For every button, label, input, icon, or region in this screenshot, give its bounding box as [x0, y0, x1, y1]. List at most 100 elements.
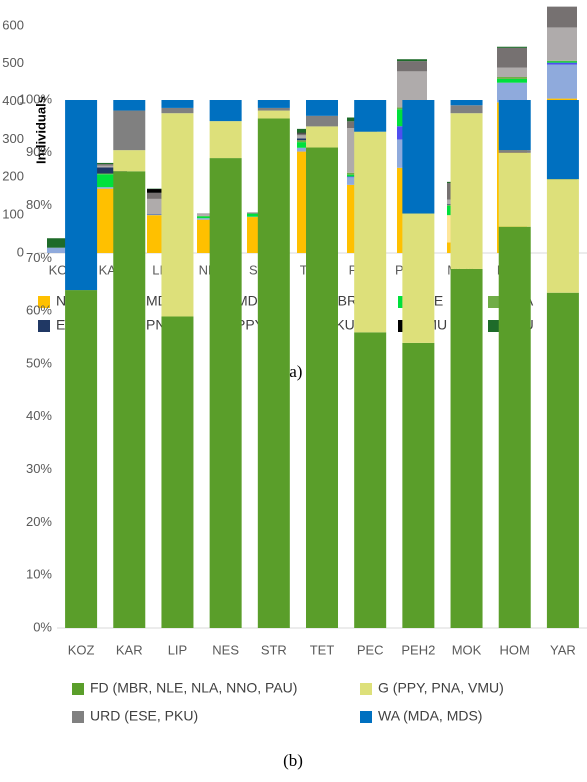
bar-segment: [402, 213, 435, 343]
bar-segment: [498, 152, 531, 227]
x-tick-label: PEH2: [401, 642, 435, 657]
y-tick-label: 400: [2, 93, 24, 108]
y-tick-label: 60%: [26, 303, 52, 318]
bar-segment: [113, 110, 146, 151]
bar-segment: [498, 100, 531, 151]
bar-segment: [402, 100, 435, 214]
bar-segment: [450, 268, 483, 628]
bar-segment: [397, 61, 427, 72]
bar-segment: [113, 100, 146, 111]
bar-segment: [161, 316, 194, 628]
legend-label: G (PPY, PNA, VMU): [378, 680, 504, 696]
y-tick-label: 10%: [26, 567, 52, 582]
bar-segment: [209, 100, 242, 122]
legend-swatch: [360, 683, 372, 695]
legend-swatch: [488, 320, 500, 332]
x-tick-label: KOZ: [68, 642, 95, 657]
legend-swatch: [360, 711, 372, 723]
y-tick-label: 200: [2, 169, 24, 184]
bar-segment: [257, 118, 290, 628]
bar-segment: [257, 110, 290, 119]
y-tick-label: 80%: [26, 197, 52, 212]
bar-segment: [497, 77, 527, 79]
bar-segment: [97, 173, 127, 175]
caption: (b): [283, 751, 303, 770]
y-tick-label: 0: [17, 244, 24, 259]
legend-label: WA (MDA, MDS): [378, 708, 482, 724]
legend-swatch: [488, 296, 500, 308]
bar-segment: [547, 62, 577, 65]
bar-segment: [498, 226, 531, 628]
bar-segment: [450, 105, 483, 114]
bar-segment: [97, 164, 127, 166]
x-tick-label: STR: [261, 642, 287, 657]
y-axis-label: Individuals: [33, 96, 48, 164]
legend-label: URD (ESE, PKU): [90, 708, 198, 724]
x-tick-label: HOM: [500, 642, 530, 657]
bar-segment: [209, 121, 242, 159]
bar-segment: [546, 179, 579, 293]
y-tick-label: 600: [2, 17, 24, 32]
x-tick-label: YAR: [550, 642, 576, 657]
y-tick-label: 0%: [33, 619, 52, 634]
y-tick-label: 300: [2, 131, 24, 146]
bar-segment: [306, 115, 338, 127]
bar-segment: [497, 47, 527, 68]
bar-segment: [450, 100, 483, 106]
bar-segment: [161, 100, 194, 108]
x-tick-label: LIP: [168, 642, 188, 657]
bar-segment: [397, 59, 427, 62]
bar-segment: [97, 165, 127, 168]
bar-segment: [161, 107, 194, 114]
bar-segment: [547, 60, 577, 62]
bar-segment: [257, 100, 290, 108]
y-tick-label: 50%: [26, 355, 52, 370]
x-tick-label: MOK: [452, 642, 482, 657]
bar-segment: [65, 290, 98, 628]
bar-segment: [547, 6, 577, 28]
y-tick-label: 100%: [19, 91, 53, 106]
bar-segment: [161, 113, 194, 317]
bar-segment: [497, 78, 527, 83]
y-tick-label: 20%: [26, 514, 52, 529]
bar-segment: [306, 147, 338, 628]
y-tick-label: 30%: [26, 461, 52, 476]
y-tick-label: 100: [2, 207, 24, 222]
bar-segment: [113, 171, 146, 628]
bar-segment: [257, 107, 290, 111]
legend-swatch: [38, 296, 50, 308]
bar-segment: [113, 150, 146, 172]
bar-segment: [47, 238, 77, 248]
x-tick-label: NES: [212, 642, 239, 657]
bar-segment: [497, 82, 527, 103]
bar-segment: [450, 113, 483, 269]
bar-segment: [306, 100, 338, 116]
bar-segment: [354, 332, 387, 628]
bar-segment: [97, 167, 127, 174]
legend-swatch: [72, 711, 84, 723]
x-tick-label: TET: [310, 642, 335, 657]
legend-label: FD (MBR, NLE, NLA, NNO, PAU): [90, 680, 297, 696]
bar-segment: [547, 61, 577, 63]
bar-segment: [498, 150, 531, 153]
legend: FD (MBR, NLE, NLA, NNO, PAU) G (PPY, PNA,…: [72, 680, 504, 724]
bar-segment: [497, 67, 527, 78]
y-tick-label: 500: [2, 55, 24, 70]
bar-segment: [546, 100, 579, 180]
y-tick-label: 70%: [26, 250, 52, 265]
bar-segment: [547, 64, 577, 99]
bar-segment: [65, 100, 98, 291]
bar-segment: [97, 187, 127, 189]
legend-swatch: [38, 320, 50, 332]
bar-segment: [97, 162, 127, 165]
legend-swatch: [72, 683, 84, 695]
bar-segment: [209, 158, 242, 628]
x-tick-label: KAR: [116, 642, 143, 657]
y-tick-label: 90%: [26, 144, 52, 159]
x-tick-label: PEC: [357, 642, 384, 657]
bar-segment: [546, 292, 579, 628]
legend-label: PPY: [236, 317, 265, 333]
bar-segment: [547, 27, 577, 61]
